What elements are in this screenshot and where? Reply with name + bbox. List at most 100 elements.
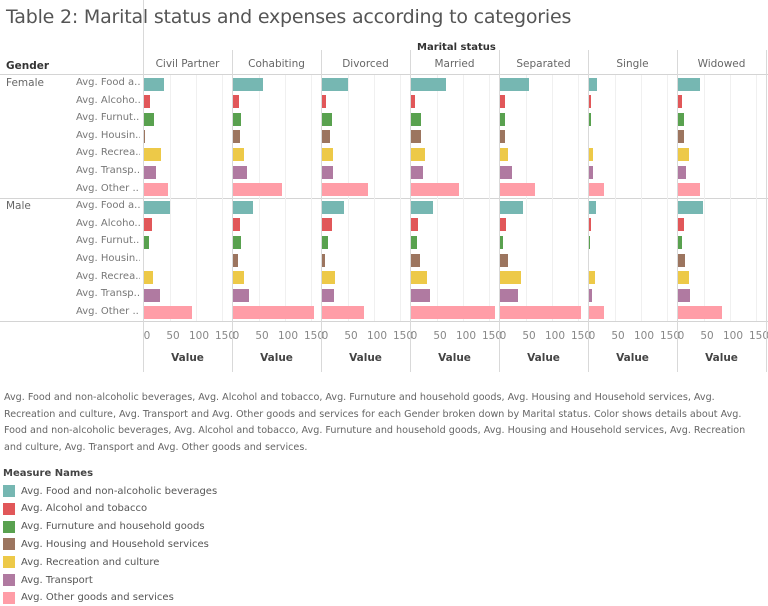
bar[interactable] bbox=[589, 147, 594, 161]
bar[interactable] bbox=[233, 112, 242, 126]
bar[interactable] bbox=[589, 77, 598, 91]
bar[interactable] bbox=[500, 77, 529, 91]
bar[interactable] bbox=[322, 165, 334, 179]
bar[interactable] bbox=[500, 306, 581, 320]
bar[interactable] bbox=[500, 130, 506, 144]
bar[interactable] bbox=[233, 288, 249, 302]
bar[interactable] bbox=[500, 200, 523, 214]
bar[interactable] bbox=[411, 112, 421, 126]
bar[interactable] bbox=[144, 288, 161, 302]
bar[interactable] bbox=[678, 95, 682, 109]
bar[interactable] bbox=[678, 183, 700, 197]
bar[interactable] bbox=[500, 95, 506, 109]
bar[interactable] bbox=[144, 130, 146, 144]
bar[interactable] bbox=[589, 235, 591, 249]
bar[interactable] bbox=[322, 306, 364, 320]
legend-item[interactable]: Avg. Alcohol and tobacco bbox=[3, 501, 147, 517]
bar[interactable] bbox=[500, 271, 522, 285]
bar[interactable] bbox=[233, 165, 247, 179]
legend-item[interactable]: Avg. Recreation and culture bbox=[3, 554, 159, 570]
bar[interactable] bbox=[233, 218, 241, 232]
bar[interactable] bbox=[678, 147, 689, 161]
bar[interactable] bbox=[500, 288, 518, 302]
bar[interactable] bbox=[322, 77, 348, 91]
bar[interactable] bbox=[144, 183, 169, 197]
bar[interactable] bbox=[411, 253, 420, 267]
bar[interactable] bbox=[589, 112, 592, 126]
bar[interactable] bbox=[322, 218, 332, 232]
legend-item[interactable]: Avg. Furnuture and household goods bbox=[3, 519, 205, 535]
bar[interactable] bbox=[233, 130, 241, 144]
bar[interactable] bbox=[678, 253, 685, 267]
bar[interactable] bbox=[322, 183, 369, 197]
bar[interactable] bbox=[144, 271, 154, 285]
bar[interactable] bbox=[589, 165, 594, 179]
bar[interactable] bbox=[233, 271, 244, 285]
bar[interactable] bbox=[500, 218, 507, 232]
bar[interactable] bbox=[500, 183, 535, 197]
bar[interactable] bbox=[233, 235, 242, 249]
bar[interactable] bbox=[500, 165, 513, 179]
bar[interactable] bbox=[144, 306, 193, 320]
bar[interactable] bbox=[322, 235, 328, 249]
bar[interactable] bbox=[144, 235, 150, 249]
bar[interactable] bbox=[411, 200, 433, 214]
bar[interactable] bbox=[678, 218, 685, 232]
bar[interactable] bbox=[678, 200, 703, 214]
bar[interactable] bbox=[233, 183, 283, 197]
bar[interactable] bbox=[678, 130, 684, 144]
bar[interactable] bbox=[589, 271, 596, 285]
bar[interactable] bbox=[233, 200, 253, 214]
bar[interactable] bbox=[233, 95, 239, 109]
bar[interactable] bbox=[411, 235, 418, 249]
bar[interactable] bbox=[144, 165, 157, 179]
bar[interactable] bbox=[322, 147, 334, 161]
bar[interactable] bbox=[589, 183, 604, 197]
bar[interactable] bbox=[678, 235, 682, 249]
bar[interactable] bbox=[233, 253, 239, 267]
bar[interactable] bbox=[678, 112, 684, 126]
bar[interactable] bbox=[500, 112, 506, 126]
bar[interactable] bbox=[411, 306, 496, 320]
bar[interactable] bbox=[144, 200, 170, 214]
bar[interactable] bbox=[233, 77, 263, 91]
bar[interactable] bbox=[411, 95, 416, 109]
bar[interactable] bbox=[678, 288, 690, 302]
bar[interactable] bbox=[322, 130, 330, 144]
bar[interactable] bbox=[322, 112, 332, 126]
bar[interactable] bbox=[500, 235, 504, 249]
bar[interactable] bbox=[322, 95, 327, 109]
bar[interactable] bbox=[678, 165, 686, 179]
bar[interactable] bbox=[411, 218, 418, 232]
bar[interactable] bbox=[322, 200, 345, 214]
legend-item[interactable]: Avg. Food and non-alcoholic beverages bbox=[3, 483, 217, 499]
bar[interactable] bbox=[411, 77, 447, 91]
bar[interactable] bbox=[500, 253, 508, 267]
bar[interactable] bbox=[589, 95, 591, 109]
bar[interactable] bbox=[678, 306, 723, 320]
bar[interactable] bbox=[411, 165, 424, 179]
bar[interactable] bbox=[589, 306, 604, 320]
bar[interactable] bbox=[144, 147, 162, 161]
bar[interactable] bbox=[144, 112, 154, 126]
bar[interactable] bbox=[411, 147, 426, 161]
bar[interactable] bbox=[589, 218, 592, 232]
legend-item[interactable]: Avg. Transport bbox=[3, 572, 93, 588]
bar[interactable] bbox=[144, 77, 164, 91]
bar[interactable] bbox=[678, 271, 689, 285]
bar[interactable] bbox=[589, 288, 593, 302]
bar[interactable] bbox=[678, 77, 701, 91]
legend-item[interactable]: Avg. Other goods and services bbox=[3, 590, 174, 606]
bar[interactable] bbox=[411, 271, 427, 285]
bar[interactable] bbox=[144, 218, 153, 232]
bar[interactable] bbox=[322, 288, 334, 302]
bar[interactable] bbox=[589, 200, 596, 214]
bar[interactable] bbox=[322, 271, 335, 285]
bar[interactable] bbox=[411, 130, 421, 144]
bar[interactable] bbox=[144, 95, 150, 109]
bar[interactable] bbox=[233, 147, 244, 161]
bar[interactable] bbox=[411, 288, 431, 302]
bar[interactable] bbox=[411, 183, 459, 197]
legend-item[interactable]: Avg. Housing and Household services bbox=[3, 536, 209, 552]
bar[interactable] bbox=[233, 306, 315, 320]
